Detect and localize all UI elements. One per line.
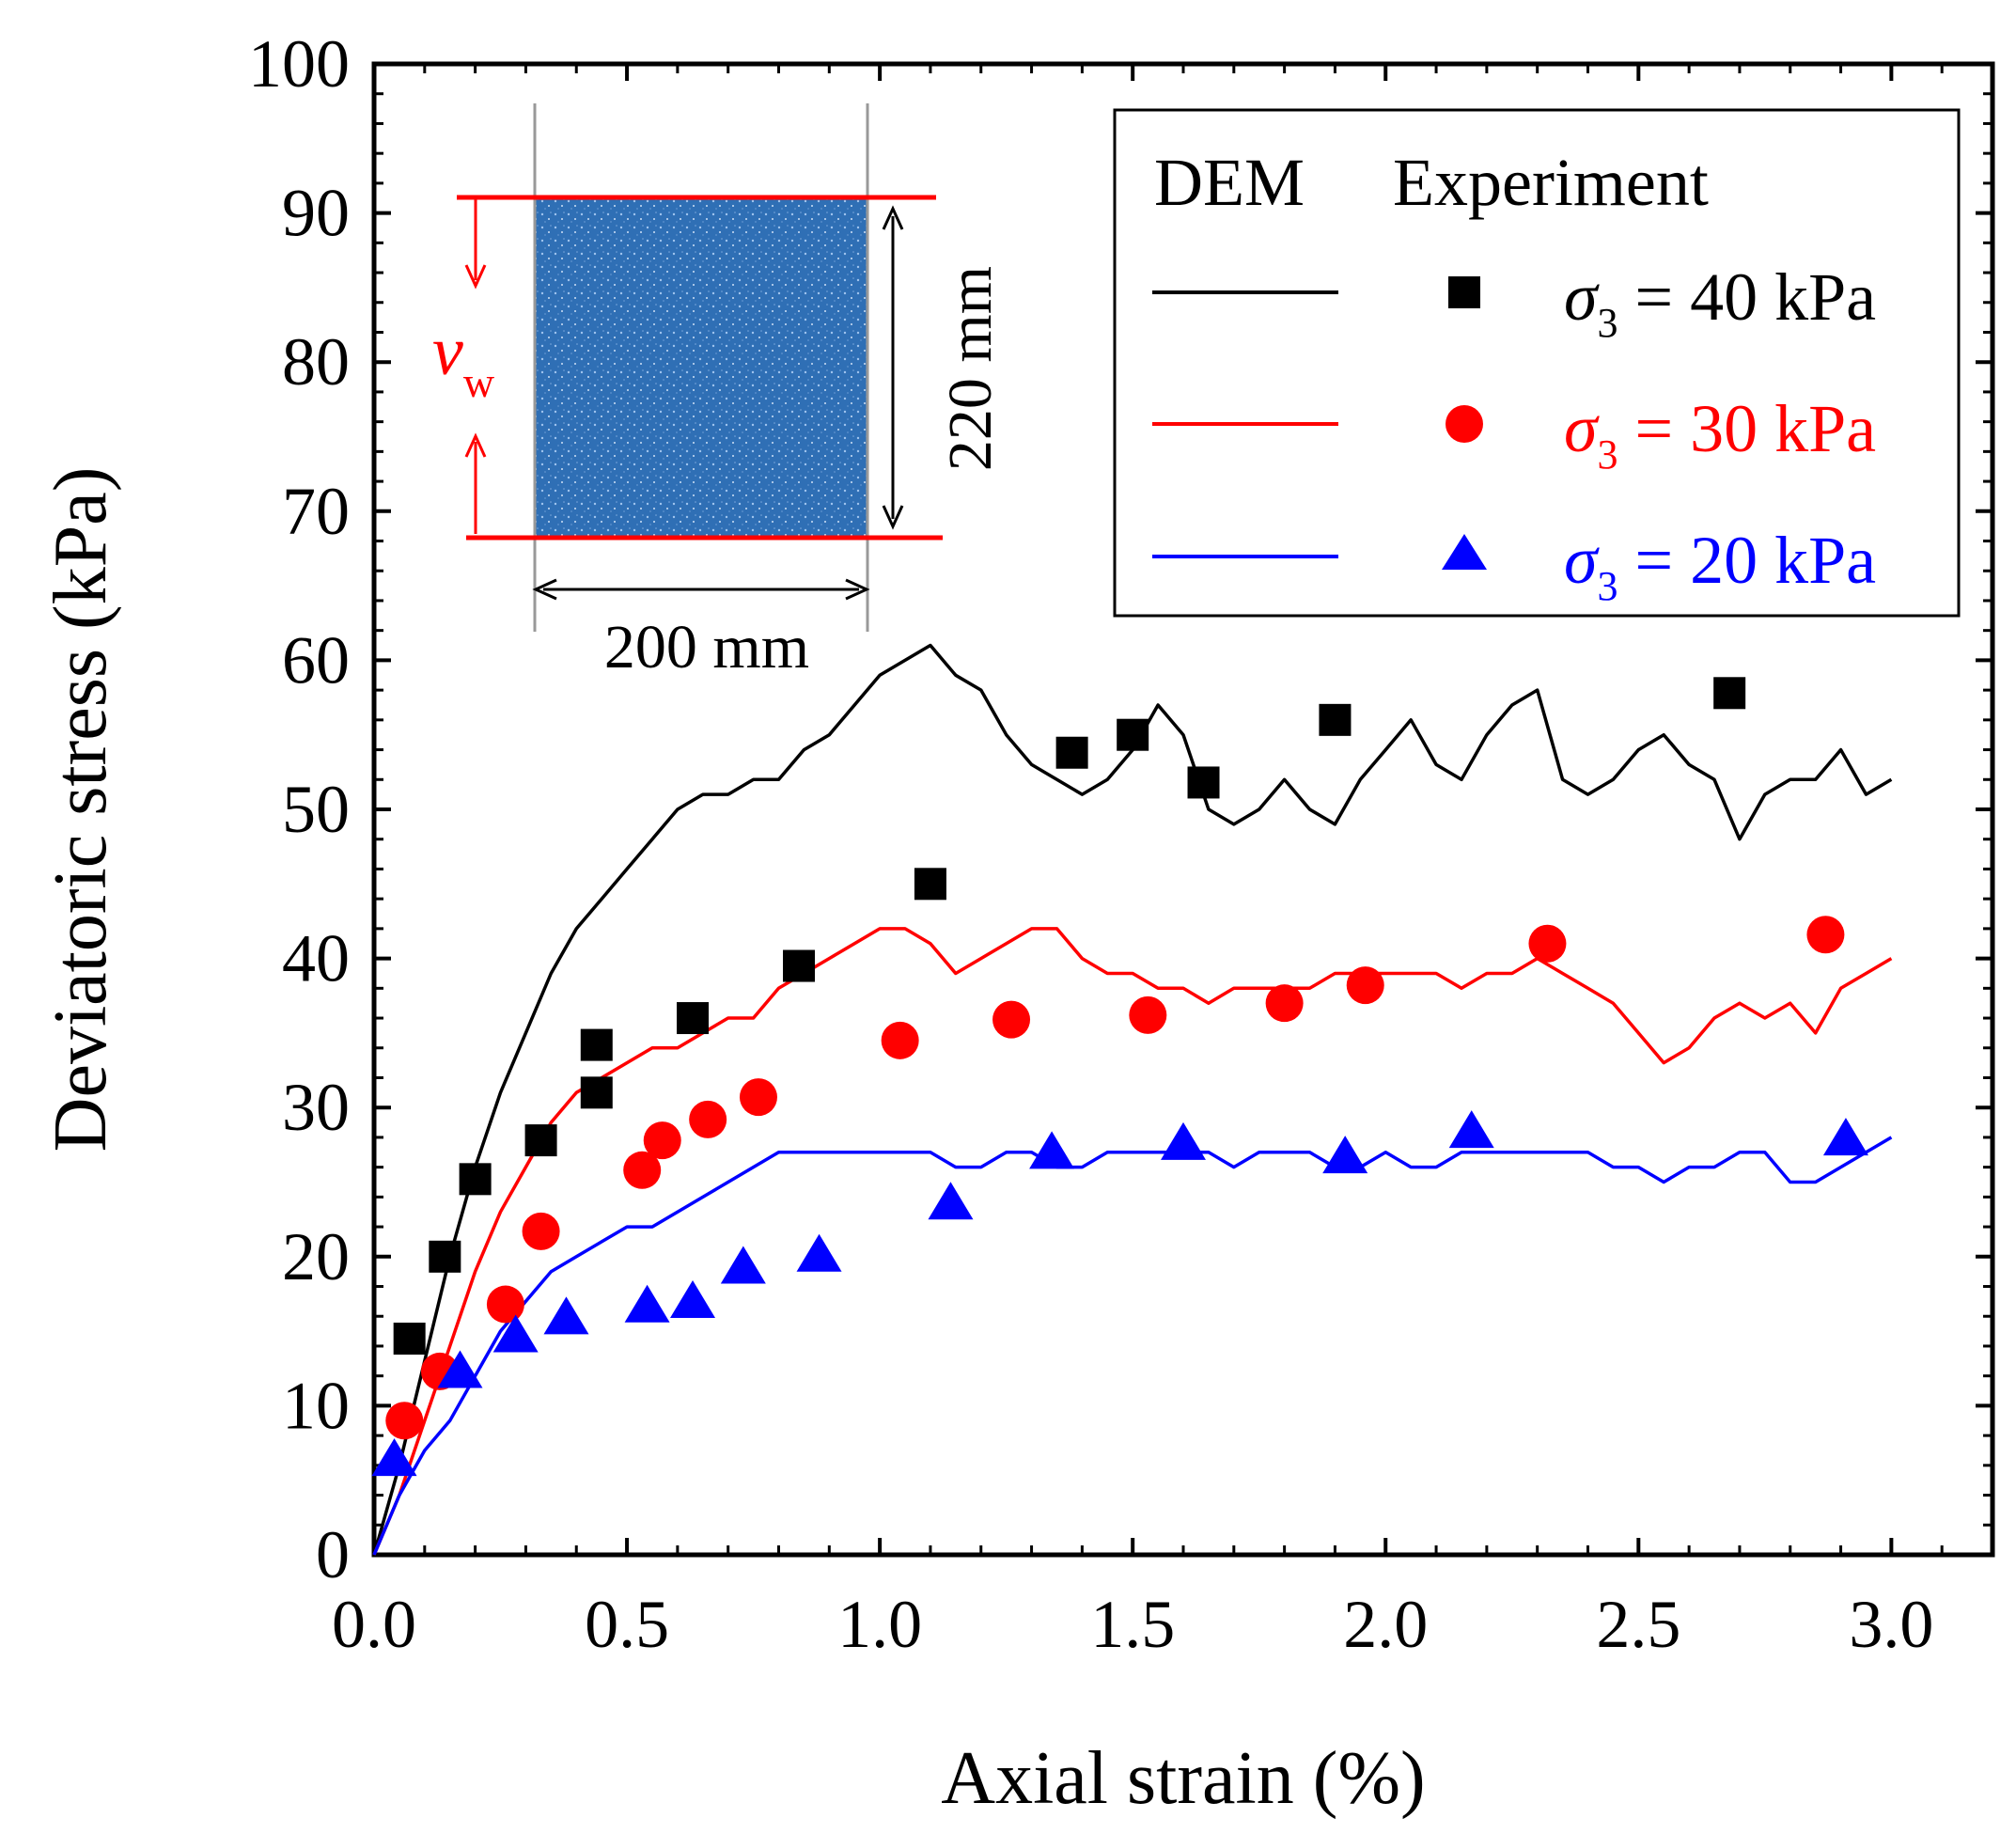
legend-header-dem: DEM — [1154, 145, 1305, 220]
experiment-point-square — [459, 1163, 492, 1196]
inset-specimen: vw 220 mm 200 mm — [432, 103, 1005, 682]
experiment-point-square — [524, 1124, 557, 1157]
legend-label-20kpa: σ3 = 20 kPa — [1564, 523, 1876, 609]
experiment-point-square — [1713, 677, 1746, 710]
experiment-markers — [371, 677, 1868, 1477]
experiment-point-triangle — [1822, 1118, 1868, 1156]
legend-label-30kpa: σ3 = 30 kPa — [1564, 391, 1876, 478]
x-tick-label: 3.0 — [1849, 1587, 1933, 1662]
experiment-point-circle — [623, 1151, 662, 1189]
experiment-point-square — [1319, 703, 1352, 736]
axis-ticks — [372, 62, 1993, 1557]
legend: DEM Experiment σ3 = 40 kPa σ3 = 30 kPa σ… — [1113, 108, 1961, 618]
experiment-point-circle — [486, 1285, 524, 1324]
experiment-point-triangle — [543, 1296, 589, 1335]
specimen-block — [535, 197, 867, 538]
experiment-point-circle — [881, 1021, 919, 1059]
y-tick-label: 80 — [282, 324, 350, 400]
experiment-point-circle — [1528, 924, 1567, 963]
x-tick-label: 0.0 — [332, 1587, 416, 1662]
dem-line-20kpa — [372, 1136, 1893, 1556]
y-tick-label: 30 — [282, 1070, 350, 1145]
legend-box — [1113, 108, 1961, 618]
x-tick-labels: 0.0 0.5 1.0 1.5 2.0 2.5 3.0 — [332, 1587, 1933, 1662]
experiment-point-square — [1187, 766, 1220, 799]
dem-line-30kpa — [372, 927, 1893, 1556]
experiment-point-square — [783, 949, 816, 982]
y-tick-labels: 0 10 20 30 40 50 60 70 80 90 100 — [248, 26, 350, 1592]
experiment-point-triangle — [928, 1182, 974, 1220]
experiment-point-triangle — [624, 1284, 670, 1323]
experiment-point-triangle — [1448, 1110, 1494, 1149]
y-tick-label: 60 — [282, 622, 350, 698]
experiment-point-triangle — [796, 1233, 842, 1272]
x-tick-label: 1.5 — [1090, 1587, 1175, 1662]
experiment-point-circle — [1265, 984, 1304, 1023]
velocity-subscript: w — [463, 358, 495, 406]
experiment-point-circle — [992, 1000, 1031, 1039]
y-tick-label: 100 — [248, 26, 350, 102]
x-axis-label: Axial strain (%) — [941, 1737, 1425, 1820]
x-tick-label: 0.5 — [585, 1587, 669, 1662]
experiment-point-circle — [385, 1402, 424, 1440]
experiment-point-circle — [643, 1121, 681, 1160]
y-tick-label: 0 — [316, 1517, 350, 1592]
y-tick-label: 10 — [282, 1368, 350, 1443]
experiment-point-circle — [522, 1212, 560, 1250]
experiment-point-square — [429, 1240, 461, 1273]
x-tick-label: 2.0 — [1343, 1587, 1428, 1662]
experiment-point-square — [914, 868, 946, 901]
x-tick-label: 2.5 — [1596, 1587, 1680, 1662]
experiment-point-square — [1117, 718, 1149, 751]
experiment-point-triangle — [492, 1314, 539, 1353]
y-tick-label: 70 — [282, 474, 350, 549]
experiment-point-square — [580, 1028, 613, 1061]
velocity-arrow-down-icon — [464, 199, 487, 290]
experiment-point-circle — [689, 1100, 727, 1138]
experiment-point-triangle — [1322, 1136, 1368, 1174]
velocity-arrow-up-icon — [464, 432, 487, 534]
y-tick-label: 50 — [282, 772, 350, 847]
experiment-point-circle — [1129, 995, 1167, 1034]
width-label: 200 mm — [604, 613, 809, 682]
y-tick-label: 90 — [282, 176, 350, 251]
experiment-point-circle — [1806, 916, 1845, 954]
experiment-point-square — [1055, 736, 1088, 769]
experiment-point-square — [393, 1323, 426, 1356]
height-label: 220 mm — [936, 266, 1005, 471]
experiment-point-circle — [1346, 966, 1384, 1005]
y-axis-label: Deviatoric stress (kPa) — [39, 467, 122, 1152]
x-tick-label: 1.0 — [837, 1587, 922, 1662]
y-tick-label: 40 — [282, 921, 350, 996]
experiment-point-triangle — [437, 1350, 483, 1388]
legend-marker-20kpa — [1442, 534, 1487, 570]
experiment-point-triangle — [371, 1438, 417, 1477]
velocity-label: vw — [432, 313, 495, 406]
height-dimension-arrow-icon — [882, 205, 904, 530]
legend-marker-30kpa — [1446, 405, 1483, 443]
experiment-point-triangle — [670, 1279, 716, 1318]
experiment-point-triangle — [1161, 1121, 1206, 1160]
width-dimension-arrow-icon — [532, 578, 870, 601]
experiment-point-triangle — [720, 1246, 766, 1284]
legend-header-experiment: Experiment — [1393, 145, 1709, 220]
experiment-point-circle — [739, 1078, 777, 1117]
experiment-point-square — [580, 1076, 613, 1109]
experiment-point-triangle — [1029, 1131, 1075, 1169]
legend-label-40kpa: σ3 = 40 kPa — [1564, 259, 1876, 346]
experiment-point-square — [677, 1002, 710, 1035]
legend-marker-40kpa — [1448, 276, 1480, 308]
y-tick-label: 20 — [282, 1219, 350, 1294]
